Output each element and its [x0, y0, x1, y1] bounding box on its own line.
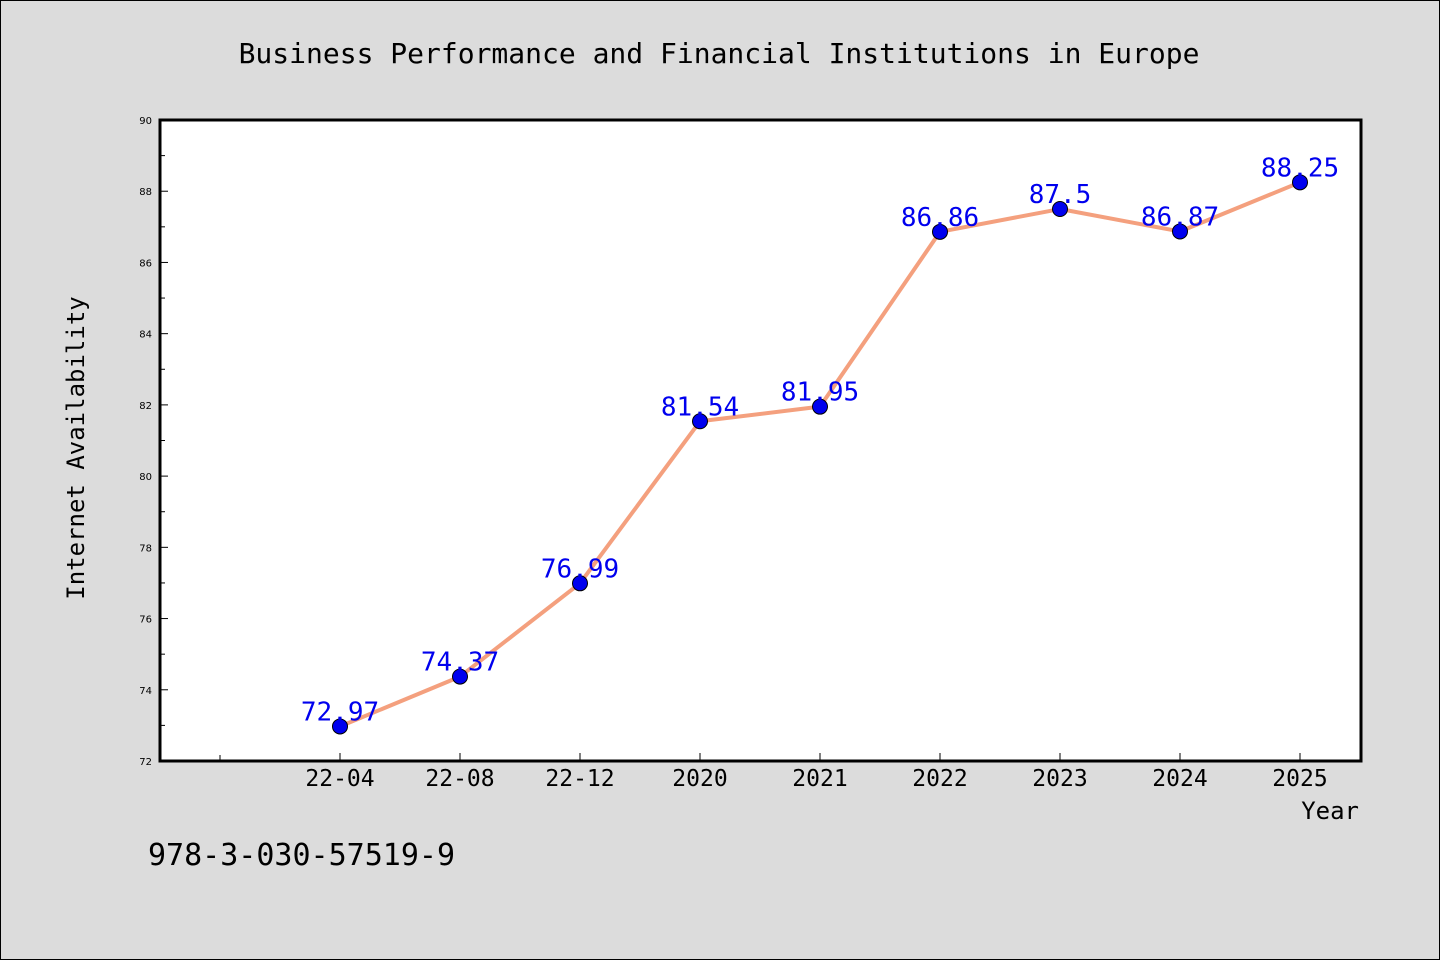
x-tick-label: 2023 — [1032, 766, 1087, 792]
x-tick-label: 22-04 — [305, 766, 374, 792]
x-tick-label: 22-08 — [425, 766, 494, 792]
data-label: 76.99 — [541, 554, 619, 584]
x-tick-label: 2024 — [1152, 766, 1207, 792]
y-tick-label: 80 — [139, 472, 152, 483]
data-label: 72.97 — [301, 697, 379, 727]
data-point — [812, 398, 828, 415]
data-point — [932, 223, 948, 240]
data-label: 86.86 — [901, 203, 979, 233]
y-tick-label: 86 — [139, 258, 152, 269]
y-tick-label: 82 — [139, 401, 152, 412]
data-label: 87.5 — [1029, 180, 1092, 210]
isbn-annotation: 978-3-030-57519-9 — [148, 838, 455, 873]
data-label: 81.95 — [781, 378, 859, 408]
x-tick-label: 2020 — [672, 766, 727, 792]
data-labels: 72.97 74.37 76.99 81.54 81.95 86.86 87.5 86.87 8… — [301, 153, 1339, 727]
data-point — [332, 718, 348, 735]
data-point — [452, 668, 468, 685]
data-point — [572, 575, 588, 592]
x-tick-label: 2021 — [792, 766, 847, 792]
x-tick-label: 2022 — [912, 766, 967, 792]
x-tick-label: 22-12 — [545, 766, 614, 792]
y-tick-label: 78 — [139, 543, 152, 554]
data-point — [1172, 223, 1188, 240]
data-point — [1052, 201, 1068, 218]
x-axis-label: Year — [1301, 797, 1359, 825]
y-tick-label: 76 — [139, 615, 152, 626]
chart-title: Business Performance and Financial Insti… — [239, 37, 1200, 70]
data-point — [1292, 174, 1308, 191]
x-tick-label: 2025 — [1272, 766, 1327, 792]
data-label: 74.37 — [421, 648, 499, 678]
y-axis-ticks: 72 74 76 78 80 82 84 86 88 90 — [139, 116, 168, 768]
data-label: 81.54 — [661, 392, 739, 422]
y-tick-label: 88 — [139, 187, 152, 198]
data-point — [692, 413, 708, 430]
y-tick-label: 84 — [139, 330, 152, 341]
data-label: 88.25 — [1261, 153, 1339, 183]
series-markers — [332, 174, 1308, 735]
y-tick-label: 90 — [139, 116, 152, 127]
data-label: 86.87 — [1141, 202, 1219, 232]
y-tick-label: 74 — [139, 686, 152, 697]
x-axis-ticks: 22-04 22-08 22-12 2020 2021 2022 2023 2024 2025 — [219, 753, 1328, 792]
y-tick-label: 72 — [139, 757, 152, 768]
y-axis-label: Internet Availability — [62, 296, 90, 599]
